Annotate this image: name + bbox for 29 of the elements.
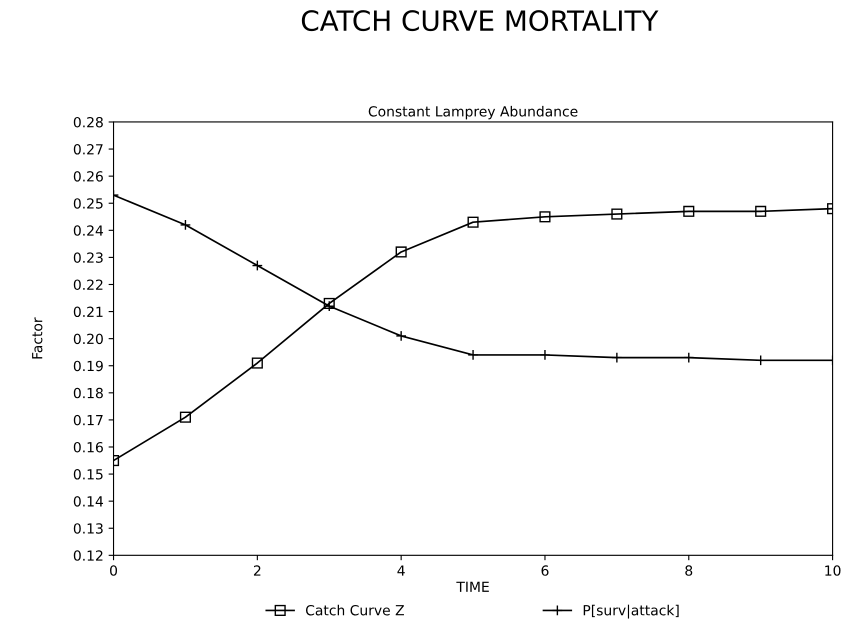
chart-title: CATCH CURVE MORTALITY [302,10,658,32]
y-tick-label: 0.23 [74,252,103,263]
y-tick-label: 0.22 [74,279,102,290]
y-tick-label: 0.28 [74,116,103,128]
legend-label: P[surv|attack] [584,604,679,619]
y-tick-label: 0.20 [74,334,103,344]
x-tick-label: 6 [542,565,549,576]
y-tick-label: 0.17 [74,414,103,426]
y-tick-label: 0.24 [74,225,104,236]
x-tick-label: 8 [685,565,692,576]
y-tick-label: 0.19 [74,360,103,372]
y-tick-label: 0.21 [74,306,103,318]
y-tick-label: 0.27 [74,144,103,155]
y-axis-title: Factor [32,317,42,359]
x-tick-label: 10 [825,565,841,576]
y-tick-label: 0.26 [74,171,103,182]
y-tick-label: 0.13 [74,523,103,534]
y-tick-label: 0.14 [74,496,104,507]
y-tick-label: 0.18 [74,388,103,398]
y-tick-label: 0.16 [74,442,103,452]
x-tick-label: 0 [110,565,118,576]
legend-label: Catch Curve Z [306,604,404,616]
y-tick-label: 0.15 [74,469,103,480]
y-tick-label: 0.12 [74,550,102,561]
chart-subtitle: Constant Lamprey Abundance [368,106,578,120]
x-axis-title: TIME [456,582,489,592]
y-tick-label: 0.25 [74,198,103,209]
x-tick-label: 2 [254,565,260,576]
x-tick-label: 4 [397,565,405,576]
